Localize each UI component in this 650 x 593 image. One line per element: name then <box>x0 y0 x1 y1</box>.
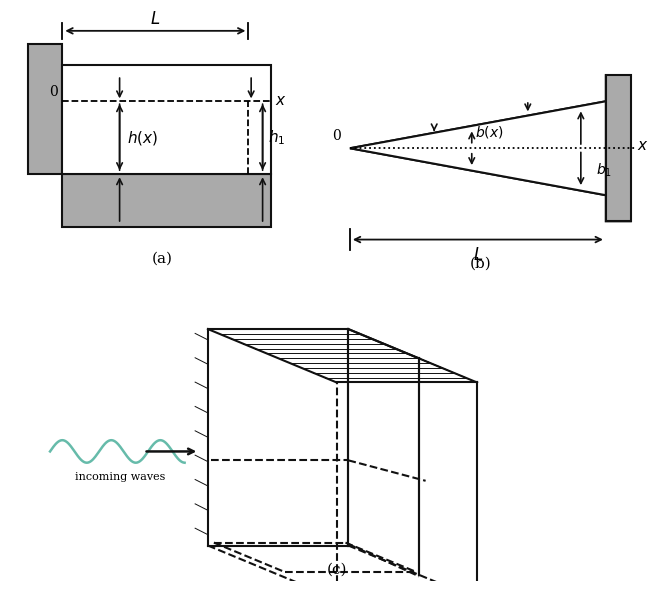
Text: (b): (b) <box>470 257 492 271</box>
Polygon shape <box>606 75 630 221</box>
Polygon shape <box>350 101 606 195</box>
Text: $L$: $L$ <box>473 247 483 264</box>
Text: $h(x)$: $h(x)$ <box>127 129 158 147</box>
Polygon shape <box>62 65 271 174</box>
Text: $h_1$: $h_1$ <box>268 129 286 147</box>
Text: incoming waves: incoming waves <box>75 472 166 482</box>
Polygon shape <box>28 44 62 174</box>
Text: $x$: $x$ <box>637 139 649 152</box>
Polygon shape <box>350 148 630 221</box>
Text: $b_1$: $b_1$ <box>597 161 612 178</box>
Polygon shape <box>350 75 630 148</box>
Polygon shape <box>62 174 271 227</box>
Text: 0: 0 <box>49 85 58 98</box>
Text: (a): (a) <box>152 251 173 266</box>
Text: (c): (c) <box>326 563 347 576</box>
Text: $L$: $L$ <box>150 11 161 28</box>
Text: $x$: $x$ <box>276 94 287 109</box>
Text: $b(x)$: $b(x)$ <box>475 125 504 141</box>
Text: 0: 0 <box>332 129 341 143</box>
